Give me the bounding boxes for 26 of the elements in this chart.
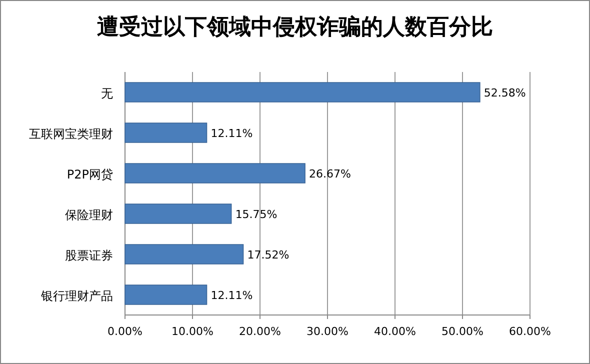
data-label: 15.75% [235, 208, 278, 221]
data-label: 52.58% [484, 86, 526, 100]
x-tick-label: 30.00% [306, 325, 348, 338]
y-tick-label: 互联网宝类理财 [29, 126, 113, 141]
x-tick-label: 20.00% [239, 325, 281, 338]
bar [124, 204, 232, 224]
x-tick-label: 50.00% [442, 325, 484, 338]
data-label: 26.67% [309, 167, 351, 180]
y-tick-label: 股票证券 [65, 248, 113, 262]
bar [124, 244, 244, 264]
bar [124, 163, 306, 184]
data-label: 17.52% [247, 248, 290, 262]
bar [124, 122, 208, 143]
x-tick-label: 40.00% [374, 325, 416, 338]
y-tick-label: 银行理财产品 [40, 288, 113, 303]
x-tick-label: 10.00% [172, 325, 214, 338]
y-tick-label: 无 [101, 86, 113, 100]
chart-title: 遭受过以下领域中侵权诈骗的人数百分比 [97, 14, 493, 40]
data-label: 12.11% [210, 126, 253, 140]
x-tick-label: 0.00% [108, 325, 142, 338]
data-label: 12.11% [210, 288, 253, 302]
y-tick-label: 保险理财 [65, 208, 113, 222]
bar [124, 82, 480, 102]
x-tick-label: 60.00% [509, 325, 551, 338]
bar [124, 284, 208, 305]
y-tick-label: P2P网贷 [66, 167, 113, 182]
